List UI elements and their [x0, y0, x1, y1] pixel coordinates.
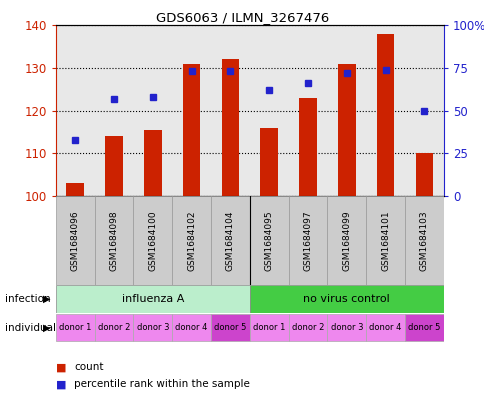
Bar — [260, 128, 277, 196]
Text: GDS6063 / ILMN_3267476: GDS6063 / ILMN_3267476 — [155, 11, 329, 24]
Bar — [288, 196, 327, 285]
Text: donor 2: donor 2 — [291, 323, 323, 332]
Text: donor 4: donor 4 — [175, 323, 207, 332]
Bar — [404, 196, 443, 285]
Bar — [221, 59, 239, 196]
Text: ▶: ▶ — [44, 294, 51, 304]
Bar — [211, 314, 249, 342]
Bar — [365, 314, 404, 342]
Bar — [337, 64, 355, 196]
Text: donor 5: donor 5 — [408, 323, 439, 332]
Text: donor 1: donor 1 — [253, 323, 285, 332]
Bar — [94, 314, 133, 342]
Bar — [172, 314, 211, 342]
Text: GSM1684096: GSM1684096 — [71, 210, 79, 271]
Text: GSM1684099: GSM1684099 — [342, 210, 350, 271]
Text: individual: individual — [5, 323, 56, 332]
Text: GSM1684098: GSM1684098 — [109, 210, 118, 271]
Bar — [133, 196, 172, 285]
Bar — [327, 196, 365, 285]
Text: donor 4: donor 4 — [369, 323, 401, 332]
Text: GSM1684100: GSM1684100 — [148, 210, 157, 271]
Text: donor 3: donor 3 — [136, 323, 169, 332]
Bar — [249, 285, 443, 313]
Text: donor 5: donor 5 — [214, 323, 246, 332]
Bar — [299, 98, 316, 196]
Text: ■: ■ — [56, 362, 66, 373]
Bar — [56, 314, 94, 342]
Bar — [105, 136, 122, 196]
Text: ■: ■ — [56, 379, 66, 389]
Text: GSM1684095: GSM1684095 — [264, 210, 273, 271]
Bar — [56, 196, 94, 285]
Text: GSM1684101: GSM1684101 — [380, 210, 389, 271]
Bar — [249, 196, 288, 285]
Bar — [56, 285, 249, 313]
Bar — [133, 314, 172, 342]
Bar — [182, 64, 200, 196]
Bar — [365, 196, 404, 285]
Text: ▶: ▶ — [44, 323, 51, 332]
Text: count: count — [74, 362, 104, 373]
Text: GSM1684104: GSM1684104 — [226, 210, 234, 270]
Bar — [94, 196, 133, 285]
Bar — [66, 183, 84, 196]
Text: no virus control: no virus control — [303, 294, 389, 304]
Bar — [172, 196, 211, 285]
Bar — [211, 196, 249, 285]
Text: donor 3: donor 3 — [330, 323, 363, 332]
Text: donor 2: donor 2 — [98, 323, 130, 332]
Text: influenza A: influenza A — [121, 294, 183, 304]
Bar — [288, 314, 327, 342]
Text: GSM1684102: GSM1684102 — [187, 210, 196, 270]
Bar — [415, 153, 432, 196]
Bar — [144, 130, 161, 196]
Text: infection: infection — [5, 294, 50, 304]
Bar — [327, 314, 365, 342]
Text: GSM1684103: GSM1684103 — [419, 210, 428, 271]
Bar — [376, 34, 393, 196]
Bar — [249, 314, 288, 342]
Text: GSM1684097: GSM1684097 — [303, 210, 312, 271]
Text: donor 1: donor 1 — [59, 323, 91, 332]
Text: percentile rank within the sample: percentile rank within the sample — [74, 379, 250, 389]
Bar — [404, 314, 443, 342]
